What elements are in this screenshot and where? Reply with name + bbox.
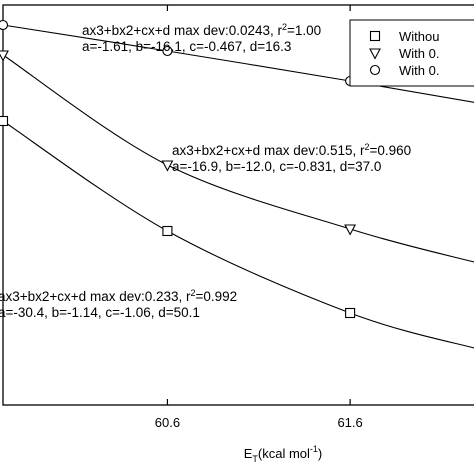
- plot-area: [2, 4, 474, 406]
- fit-coefficients-circle: a=-1.61, b=-16.1, c=-0.467, d=16.3: [82, 39, 291, 54]
- fit-curve-square: [2, 120, 474, 349]
- marker-square: [369, 30, 381, 42]
- legend-label-circle: With 0.: [399, 63, 439, 78]
- x-axis-label: ET(kcal mol-1): [244, 444, 323, 464]
- fit-coefficients-triangle-down: a=-16.9, b=-12.0, c=-0.831, d=37.0: [172, 159, 381, 174]
- marker-circle: [162, 45, 173, 57]
- x-tick-label: 61.6: [337, 415, 362, 430]
- legend-label-square: Withou: [399, 29, 439, 44]
- marker-triangle-down: [344, 224, 357, 236]
- marker-square: [162, 225, 173, 237]
- marker-triangle-down: [369, 48, 381, 60]
- fit-coefficients-square: a=-30.4, b=-1.14, c=-1.06, d=50.1: [0, 305, 200, 320]
- marker-square: [345, 307, 356, 319]
- x-tick-label: 60.6: [155, 415, 180, 430]
- legend-label-triangle-down: With 0.: [399, 46, 439, 61]
- fit-curve-triangle-down: [2, 54, 474, 263]
- plot-frame: [2, 4, 474, 406]
- marker-circle: [0, 19, 9, 31]
- fit-curve-circle: [2, 24, 474, 103]
- fit-equation-circle: ax3+bx2+cx+d max dev:0.0243, r2=1.00: [82, 22, 321, 38]
- fit-annotations: ax3+bx2+cx+d max dev:0.233, r2=0.992a=-3…: [0, 22, 411, 320]
- marker-triangle-down: [0, 50, 9, 62]
- fit-equation-triangle-down: ax3+bx2+cx+d max dev:0.515, r2=0.960: [172, 142, 411, 158]
- marker-triangle-down: [161, 160, 174, 172]
- marker-square: [0, 115, 9, 127]
- marker-circle: [369, 64, 381, 76]
- fit-equation-square: ax3+bx2+cx+d max dev:0.233, r2=0.992: [0, 288, 237, 304]
- fit-curves: [2, 24, 474, 349]
- legend: Withou With 0. With 0.: [349, 19, 474, 87]
- x-axis: 60.661.66ET(kcal mol-1): [155, 5, 363, 464]
